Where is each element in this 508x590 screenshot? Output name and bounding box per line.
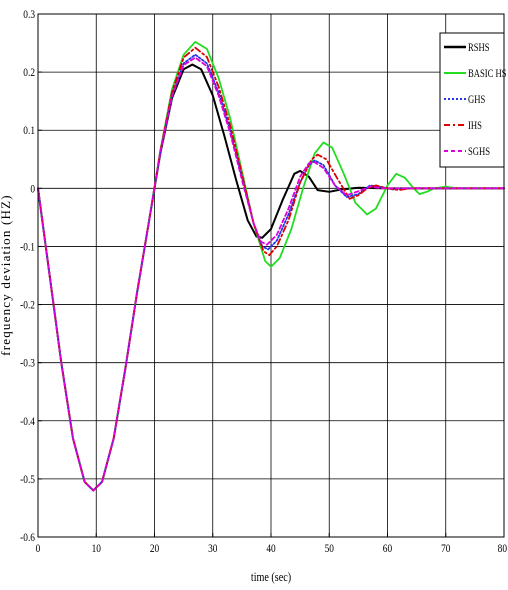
series-line-sghs bbox=[37, 56, 505, 492]
x-tick-label: 0 bbox=[36, 542, 41, 555]
x-tick-labels: 0 10 20 30 40 50 60 70 80 bbox=[36, 533, 507, 555]
legend-label: SGHS bbox=[468, 146, 490, 159]
y-axis-label: frequency deviation (HZ) bbox=[0, 194, 13, 356]
y-tick-label: -0.4 bbox=[20, 415, 35, 428]
x-tick-label: 40 bbox=[266, 542, 275, 555]
x-tick-label: 10 bbox=[92, 542, 101, 555]
y-tick-label: 0.3 bbox=[23, 8, 35, 21]
x-tick-label: 70 bbox=[441, 542, 450, 555]
y-tick-label: 0.2 bbox=[23, 66, 35, 79]
legend-label: IHS bbox=[468, 120, 482, 133]
series-lines bbox=[37, 40, 505, 492]
y-tick-label: -0.6 bbox=[20, 531, 35, 544]
y-tick-labels: 0.3 0.2 0.1 0 -0.1 -0.2 -0.3 -0.4 -0.5 -0.6 bbox=[20, 8, 42, 544]
x-tick-label: 30 bbox=[208, 542, 217, 555]
legend-label: GHS bbox=[468, 94, 485, 107]
legend-label: BASIC HS bbox=[468, 68, 507, 81]
x-axis-label: time (sec) bbox=[251, 570, 291, 584]
legend-box bbox=[439, 32, 505, 168]
y-tick-label: -0.2 bbox=[20, 299, 35, 312]
y-tick-label: -0.1 bbox=[20, 240, 35, 253]
x-tick-label: 20 bbox=[150, 542, 159, 555]
x-tick-label: 50 bbox=[325, 542, 334, 555]
y-tick-label: -0.3 bbox=[20, 357, 35, 370]
y-tick-label: 0 bbox=[30, 182, 35, 195]
y-tick-label: -0.5 bbox=[20, 473, 35, 486]
x-tick-label: 80 bbox=[498, 542, 507, 555]
legend-label: RSHS bbox=[468, 42, 490, 55]
legend: RSHS BASIC HS GHS IHS SGHS bbox=[439, 32, 507, 168]
y-tick-label: 0.1 bbox=[23, 124, 35, 137]
x-tick-label: 60 bbox=[383, 542, 392, 555]
